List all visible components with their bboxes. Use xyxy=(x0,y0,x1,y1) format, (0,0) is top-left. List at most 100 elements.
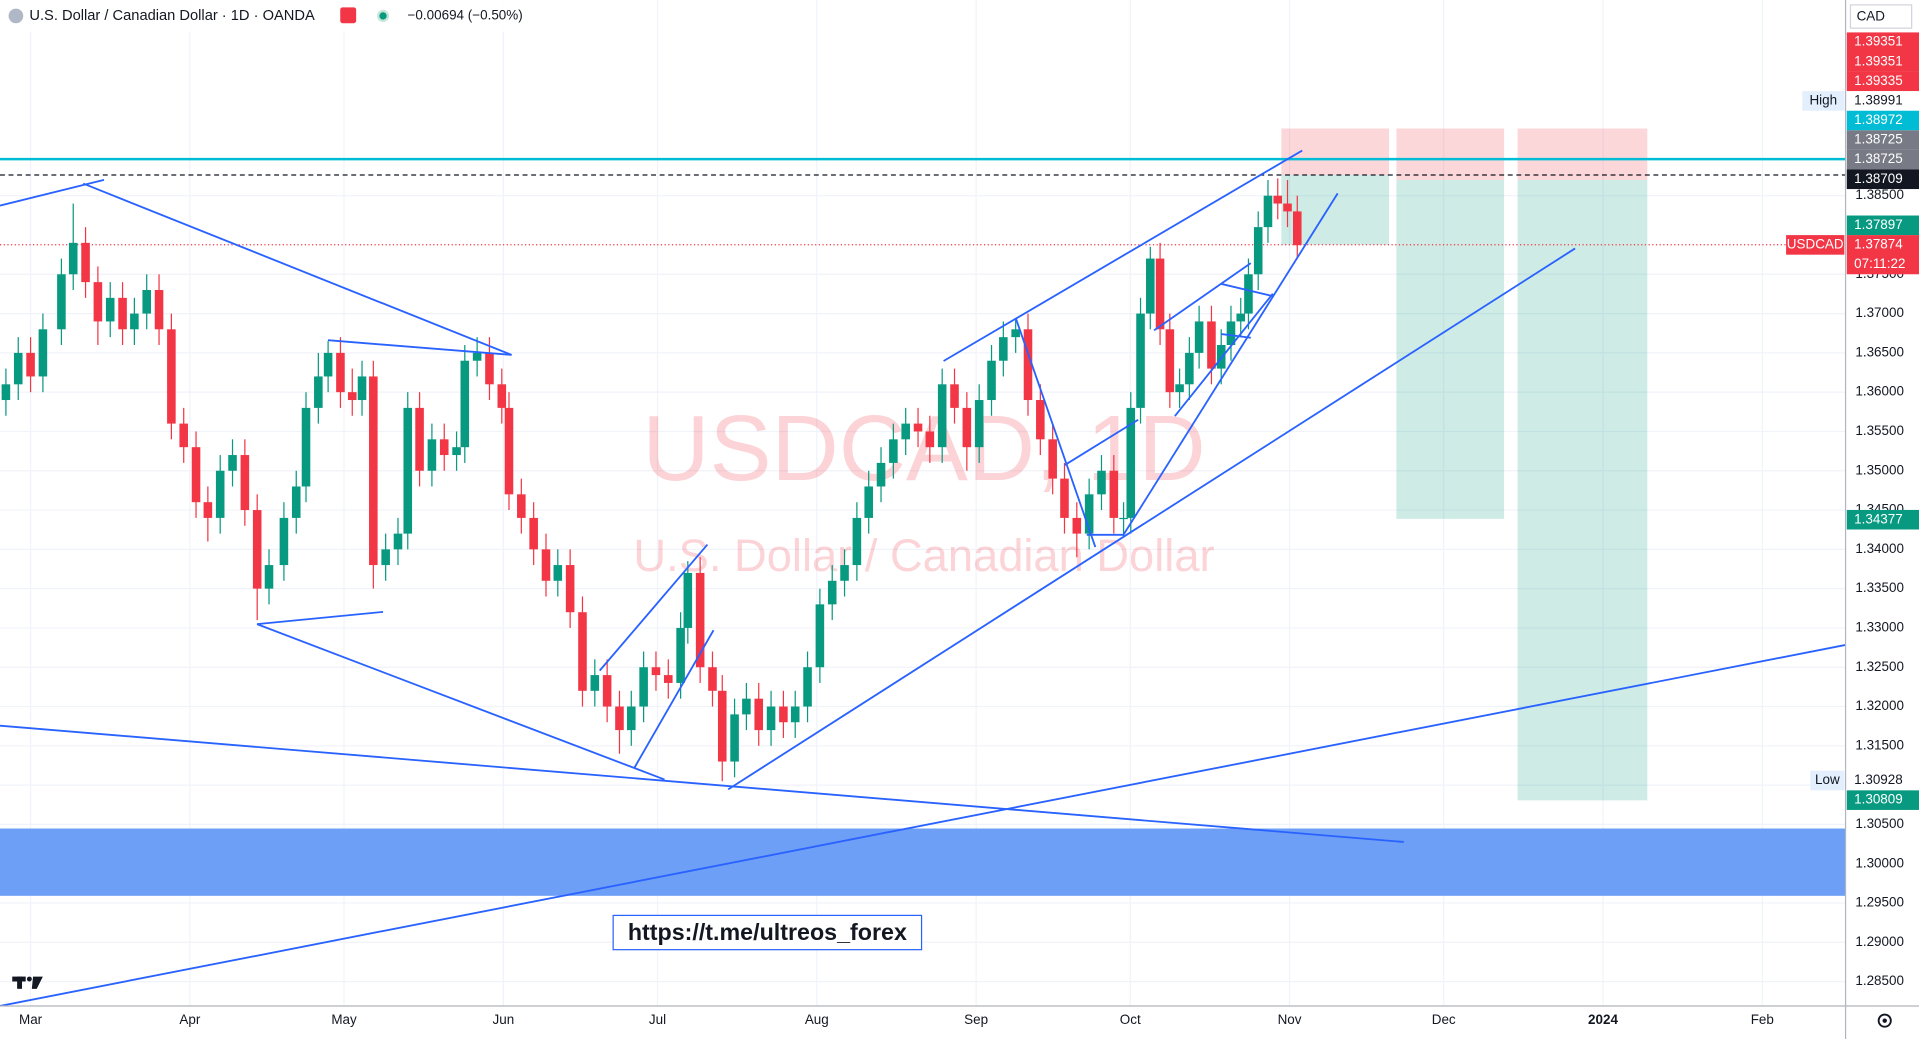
candle-body xyxy=(1126,407,1136,518)
logo-part xyxy=(26,976,32,982)
price-tag xyxy=(1846,509,1919,530)
candle-body xyxy=(1253,227,1263,275)
price-tag-label: 1.38725 xyxy=(1854,132,1903,147)
symbol-title[interactable]: U.S. Dollar / Canadian Dollar · 1D · OAN… xyxy=(29,8,315,24)
price-tag-label: 1.30928 xyxy=(1854,772,1903,787)
y-tick-label: 1.34000 xyxy=(1855,541,1904,556)
price-tags: 1.39351 1.39351 1.39335 1.38991 High 1.38972 1… xyxy=(1786,32,1919,810)
y-tick-label: 1.35500 xyxy=(1855,423,1904,438)
side-label-bg xyxy=(1786,235,1845,255)
x-tick-label: Nov xyxy=(1278,1012,1302,1027)
price-tag-label: 1.39335 xyxy=(1854,73,1903,88)
candle-body xyxy=(472,352,482,361)
candle-body xyxy=(1048,439,1057,479)
price-tag xyxy=(1846,91,1919,111)
x-tick-label: Mar xyxy=(19,1012,43,1027)
candle-body xyxy=(803,667,812,707)
header-bg xyxy=(0,0,539,32)
candle-body xyxy=(1060,478,1069,518)
price-tag xyxy=(1846,51,1919,72)
side-label-bg xyxy=(1810,770,1845,791)
candle-body xyxy=(142,289,151,314)
price-tag-label: 1.38709 xyxy=(1854,171,1903,186)
header: U.S. Dollar / Canadian Dollar · 1D · OAN… xyxy=(0,0,539,32)
flag-button[interactable] xyxy=(340,7,357,24)
candle-body xyxy=(602,675,612,707)
price-tag-label: 1.38972 xyxy=(1854,112,1903,127)
side-label: USDCAD xyxy=(1787,236,1844,251)
gear[interactable] xyxy=(1877,1013,1892,1028)
trend-line xyxy=(1221,283,1274,298)
trend-line xyxy=(0,724,1404,843)
price-tag-label: 1.39351 xyxy=(1854,34,1903,49)
link-text[interactable]: https://t.me/ultreos_forex xyxy=(628,919,907,945)
candle-body xyxy=(1155,258,1165,330)
trend-line xyxy=(256,610,384,626)
candle-body xyxy=(118,297,127,330)
price-tag-label: 1.37874 xyxy=(1854,236,1903,251)
candle-body xyxy=(1023,329,1033,401)
x-tick-label: Aug xyxy=(805,1012,829,1027)
y-tick-label: 1.36500 xyxy=(1855,344,1904,359)
y-tick-label: 1.30000 xyxy=(1855,855,1904,870)
y-tick-label: 1.31500 xyxy=(1855,737,1904,752)
price-tag xyxy=(1846,790,1919,810)
price-tag-label: 1.37897 xyxy=(1854,217,1903,232)
candle-body xyxy=(1072,517,1082,534)
candle-body xyxy=(26,352,35,377)
candle-body xyxy=(1207,321,1216,369)
candle-body xyxy=(517,494,526,518)
level-lines xyxy=(0,157,1846,246)
candle-body xyxy=(1236,313,1246,322)
candle-body xyxy=(901,423,910,440)
candle-body xyxy=(38,329,48,377)
candle-body xyxy=(1084,494,1094,534)
watermark-subtitle: U.S. Dollar / Canadian Dollar xyxy=(633,530,1214,581)
currency[interactable]: CAD xyxy=(1857,9,1886,24)
support-zone xyxy=(0,828,1846,896)
candle-body xyxy=(717,690,727,762)
candle-body xyxy=(460,360,470,448)
candle-body xyxy=(301,407,311,487)
candle-body xyxy=(950,384,959,408)
candle-body xyxy=(962,407,972,448)
side-label: High xyxy=(1809,93,1837,108)
price-tag xyxy=(1846,110,1919,131)
x-tick-label: 2024 xyxy=(1588,1012,1618,1027)
candle-body xyxy=(627,706,636,731)
change-text: −0.00694 (−0.50%) xyxy=(408,7,523,22)
price-tag xyxy=(1846,130,1919,150)
link-box xyxy=(612,914,923,951)
trend-line xyxy=(598,543,709,672)
settings-icon[interactable] xyxy=(1877,1013,1892,1028)
y-tick-label: 1.36000 xyxy=(1855,384,1904,399)
candle-body xyxy=(864,486,873,518)
trend-line xyxy=(727,247,1576,791)
candle-body xyxy=(452,447,461,456)
candle-body xyxy=(240,455,250,511)
candle-body xyxy=(695,572,705,668)
side-label: Low xyxy=(1815,772,1840,787)
y-tick-label: 1.37000 xyxy=(1855,305,1904,320)
candle-body xyxy=(264,565,274,589)
candles xyxy=(1,178,1302,782)
x-tick-label: Feb xyxy=(1751,1012,1774,1027)
x-tick-label: Jun xyxy=(492,1012,514,1027)
gear-center xyxy=(1882,1018,1887,1023)
candle-body xyxy=(215,470,225,518)
drawings xyxy=(0,149,1846,1007)
trend-line xyxy=(1174,293,1274,417)
x-tick-label: Oct xyxy=(1120,1012,1141,1027)
trend-line xyxy=(633,629,715,769)
currency-box[interactable] xyxy=(1849,4,1913,29)
candle-body xyxy=(427,439,437,471)
status-dot xyxy=(379,12,387,20)
candle-body xyxy=(203,502,213,518)
candle-body xyxy=(790,706,800,723)
candle-body xyxy=(766,706,776,731)
candle-body xyxy=(68,242,78,275)
candle-body xyxy=(578,612,587,691)
tv-logo xyxy=(12,976,43,989)
candle-body xyxy=(999,337,1008,361)
